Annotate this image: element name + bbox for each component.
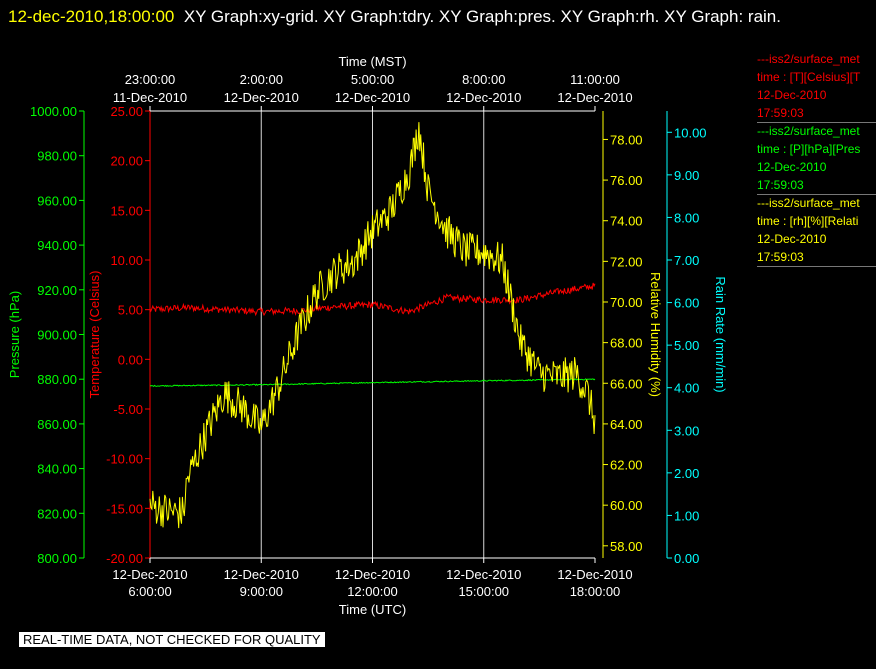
header-graph-list: XY Graph:xy-grid. XY Graph:tdry. XY Grap… — [183, 7, 781, 26]
legend-field: time : [rh][%][Relati — [757, 214, 859, 228]
legend-field: time : [T][Celsius][T — [757, 70, 861, 84]
rain-tick-label: 2.00 — [674, 466, 699, 481]
legend-date: 12-Dec-2010 — [757, 88, 827, 102]
legend-time: 17:59:03 — [757, 250, 804, 264]
legend-panel: ---iss2/surface_met time : [T][Celsius][T… — [757, 50, 876, 270]
x-bottom-tick-date: 12-Dec-2010 — [557, 567, 632, 582]
rh-tick-label: 66.00 — [610, 376, 643, 391]
tdry-tick-label: 10.00 — [110, 253, 143, 268]
x-top-tick-time: 8:00:00 — [462, 72, 505, 87]
legend-field: time : [P][hPa][Pres — [757, 142, 861, 156]
header-title: 12-dec-2010,18:00:00 XY Graph:xy-grid. X… — [8, 3, 868, 30]
tdry-tick-label: 5.00 — [118, 303, 143, 318]
rh-tick-label: 70.00 — [610, 295, 643, 310]
rh-tick-label: 58.00 — [610, 539, 643, 554]
pres-tick-label: 880.00 — [37, 372, 77, 387]
x-bottom-tick-time: 15:00:00 — [458, 584, 509, 599]
pres-tick-label: 900.00 — [37, 328, 77, 343]
legend-divider — [757, 266, 876, 267]
rain-tick-label: 4.00 — [674, 381, 699, 396]
rain-tick-label: 7.00 — [674, 253, 699, 268]
rh-tick-label: 68.00 — [610, 336, 643, 351]
pres-series-line — [149, 378, 596, 388]
rain-tick-label: 8.00 — [674, 210, 699, 225]
legend-time: 17:59:03 — [757, 178, 804, 192]
x-bottom-tick-time: 18:00:00 — [570, 584, 621, 599]
rh-tick-label: 64.00 — [610, 417, 643, 432]
rh-series-line — [149, 122, 596, 529]
legend-name: ---iss2/surface_met — [757, 52, 860, 66]
pres-tick-label: 1000.00 — [30, 104, 77, 119]
x-top-axis-label: Time (MST) — [338, 54, 406, 69]
x-top-tick-date: 12-Dec-2010 — [446, 90, 521, 105]
legend-name: ---iss2/surface_met — [757, 196, 860, 210]
tdry-tick-label: -5.00 — [113, 402, 143, 417]
tdry-tick-label: 25.00 — [110, 104, 143, 119]
rh-tick-label: 76.00 — [610, 173, 643, 188]
rh-tick-label: 78.00 — [610, 132, 643, 147]
legend-date: 12-Dec-2010 — [757, 232, 827, 246]
x-bottom-tick-date: 12-Dec-2010 — [446, 567, 521, 582]
rain-tick-label: 3.00 — [674, 423, 699, 438]
tdry-tick-label: -20.00 — [106, 551, 143, 566]
pres-axis-label: Pressure (hPa) — [7, 291, 22, 378]
pres-tick-label: 980.00 — [37, 149, 77, 164]
tdry-tick-label: 15.00 — [110, 203, 143, 218]
x-top-tick-time: 2:00:00 — [240, 72, 283, 87]
rh-axis-label: Relative Humidity (%) — [648, 272, 663, 397]
rain-tick-label: 5.00 — [674, 338, 699, 353]
pres-tick-label: 840.00 — [37, 462, 77, 477]
quality-notice: REAL-TIME DATA, NOT CHECKED FOR QUALITY — [19, 632, 325, 647]
pres-tick-label: 920.00 — [37, 283, 77, 298]
legend-time: 17:59:03 — [757, 106, 804, 120]
tdry-axis-label: Temperature (Celsius) — [87, 271, 102, 399]
x-top-tick-time: 5:00:00 — [351, 72, 394, 87]
x-top-tick-date: 12-Dec-2010 — [335, 90, 410, 105]
rh-tick-label: 62.00 — [610, 458, 643, 473]
legend-divider — [757, 194, 876, 195]
rain-axis-label: Rain Rate (mm/min) — [713, 276, 728, 392]
pres-tick-label: 960.00 — [37, 193, 77, 208]
pres-tick-label: 800.00 — [37, 551, 77, 566]
x-top-tick-date: 12-Dec-2010 — [557, 90, 632, 105]
x-top-tick-date: 12-Dec-2010 — [224, 90, 299, 105]
header-timestamp: 12-dec-2010,18:00:00 — [8, 7, 175, 26]
tdry-tick-label: 20.00 — [110, 154, 143, 169]
x-bottom-tick-date: 12-Dec-2010 — [224, 567, 299, 582]
x-bottom-axis-label: Time (UTC) — [339, 602, 406, 617]
x-bottom-tick-date: 12-Dec-2010 — [335, 567, 410, 582]
tdry-tick-label: -10.00 — [106, 452, 143, 467]
x-bottom-tick-date: 12-Dec-2010 — [112, 567, 187, 582]
rain-tick-label: 0.00 — [674, 551, 699, 566]
legend-divider — [757, 122, 876, 123]
x-top-tick-time: 23:00:00 — [125, 72, 176, 87]
tdry-tick-label: 0.00 — [118, 352, 143, 367]
pres-tick-label: 820.00 — [37, 506, 77, 521]
pres-tick-label: 860.00 — [37, 417, 77, 432]
rain-tick-label: 6.00 — [674, 296, 699, 311]
x-bottom-tick-time: 9:00:00 — [240, 584, 283, 599]
x-bottom-tick-time: 6:00:00 — [128, 584, 171, 599]
x-top-tick-date: 11-Dec-2010 — [113, 90, 187, 105]
rain-tick-label: 9.00 — [674, 168, 699, 183]
rh-tick-label: 72.00 — [610, 254, 643, 269]
rain-tick-label: 1.00 — [674, 508, 699, 523]
tdry-series-line — [149, 282, 596, 317]
pres-tick-label: 940.00 — [37, 238, 77, 253]
rh-tick-label: 74.00 — [610, 214, 643, 229]
rain-tick-label: 10.00 — [674, 125, 707, 140]
rh-tick-label: 60.00 — [610, 498, 643, 513]
tdry-tick-label: -15.00 — [106, 501, 143, 516]
x-top-tick-time: 11:00:00 — [570, 72, 620, 87]
x-bottom-tick-time: 12:00:00 — [347, 584, 398, 599]
legend-name: ---iss2/surface_met — [757, 124, 860, 138]
legend-date: 12-Dec-2010 — [757, 160, 827, 174]
